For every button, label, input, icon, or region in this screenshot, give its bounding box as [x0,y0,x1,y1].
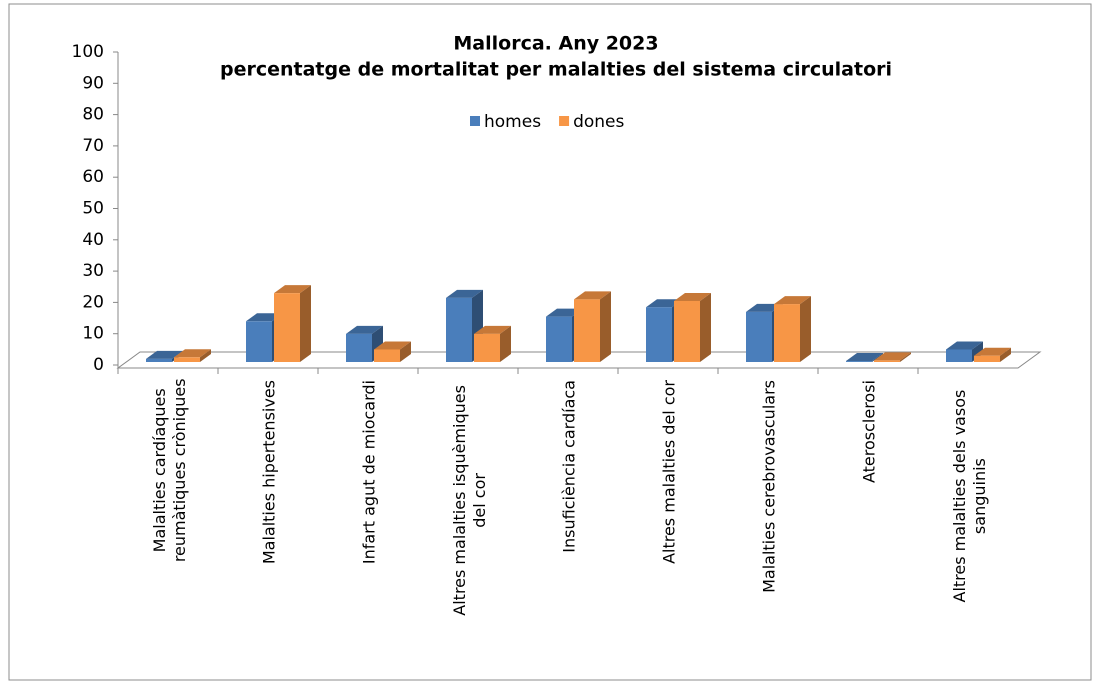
bar-face [346,333,372,362]
bar-face [674,292,711,301]
bar-face [174,357,200,362]
bar-face [746,303,783,312]
bar-face [774,296,811,305]
bar-face [574,291,611,300]
bar-face [446,289,483,298]
legend-swatch [470,116,480,126]
bar-face [246,313,283,322]
x-tick-label: Malalties cardíaquesreumàtiques crònique… [150,378,189,562]
bar-face [874,352,911,361]
y-tick-label: 10 [82,324,104,344]
bar-face [146,350,183,359]
bar-face [474,333,500,362]
x-tick-label: Aterosclerosi [860,380,879,483]
legend-swatch [559,116,570,126]
x-tick-label: Insuficiència cardíaca [560,380,579,553]
bar-face [800,296,811,362]
bar [974,347,1011,362]
bar-face [1000,347,1011,362]
y-tick-label: 50 [82,199,104,219]
x-tick-label: Malalties cerebrovasculars [760,380,779,593]
bar-face [900,352,911,362]
bar-face [846,353,883,362]
bar-face [974,355,1000,362]
bar [874,352,911,362]
bar-face [546,316,572,362]
bar-face [872,353,883,362]
bar-face [246,321,272,362]
chart-title: Mallorca. Any 2023 [453,33,658,55]
bar-face [374,341,411,350]
y-tick-label: 70 [82,136,104,156]
bar-face [146,358,172,362]
y-tick-label: 100 [72,42,104,62]
bar-face [946,341,983,350]
bar-face [574,299,600,362]
bar [374,341,411,362]
bar-face [374,349,400,362]
bar-face [700,292,711,362]
legend-label: homes [484,112,541,132]
x-tick-label: Malalties hipertensives [260,380,279,564]
bar-face [846,361,872,362]
bar-face [546,308,583,317]
bar-face [174,349,211,358]
bar-face [446,297,472,362]
bar-face [974,347,1011,356]
bar-face [774,304,800,362]
legend-label: dones [573,112,624,132]
bar-face [646,299,683,308]
bar-face [300,285,311,362]
x-tick-label: Altres malalties isquèmiquesdel cor [450,385,489,616]
chart-subtitle: percentatge de mortalitat per malalties … [220,59,892,81]
y-tick-label: 20 [82,292,104,312]
bar [846,353,883,362]
y-tick-label: 0 [93,355,104,375]
bar-face [674,300,700,362]
y-tick-label: 60 [82,167,104,187]
x-tick-label: Altres malalties dels vasossanguinis [950,390,989,603]
bar-face [600,291,611,362]
bar [774,296,811,362]
bar [174,349,211,362]
x-tick-label: Altres malalties del cor [660,380,679,564]
bar-face [346,325,383,334]
bar [474,325,511,362]
bar-face [746,311,772,362]
bar-face [874,360,900,362]
y-tick-label: 90 [82,73,104,93]
y-tick-label: 40 [82,230,104,250]
y-tick-label: 80 [82,105,104,125]
bar [574,291,611,362]
bar [274,285,311,362]
bar-face [274,293,300,362]
bar-face [646,307,672,362]
bar-face [474,325,511,334]
bar-face [400,341,411,362]
bar [674,292,711,362]
bar-face [274,285,311,294]
bar-face [200,349,211,362]
y-tick-label: 30 [82,261,104,281]
bar-face [946,349,972,362]
x-tick-label: Infart agut de miocardi [360,380,379,564]
bar-face [500,325,511,362]
